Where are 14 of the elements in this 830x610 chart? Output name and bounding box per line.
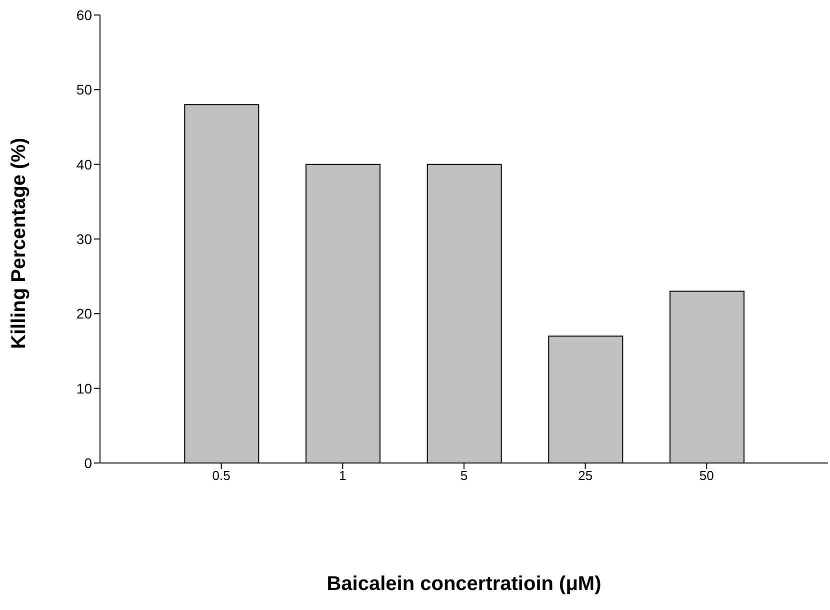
x-tick-label: 5 [460, 468, 468, 484]
x-axis-title: Baicalein concertratioin (μM) [326, 573, 602, 595]
x-tick-label: 1 [339, 468, 346, 484]
y-tick-label: 20 [76, 306, 92, 322]
y-axis-title: Killing Percentage (%) [8, 138, 30, 349]
y-tick-label: 10 [76, 380, 92, 396]
x-tick-label: 25 [578, 468, 593, 484]
x-tick-label: 50 [699, 468, 714, 484]
x-tick-label: 0.5 [212, 468, 230, 484]
y-tick-label: 50 [76, 82, 92, 98]
y-tick-label: 40 [76, 156, 92, 172]
y-tick-label: 30 [76, 230, 92, 247]
y-tick-label: 60 [76, 6, 92, 23]
y-tick-label: 0 [84, 454, 92, 471]
